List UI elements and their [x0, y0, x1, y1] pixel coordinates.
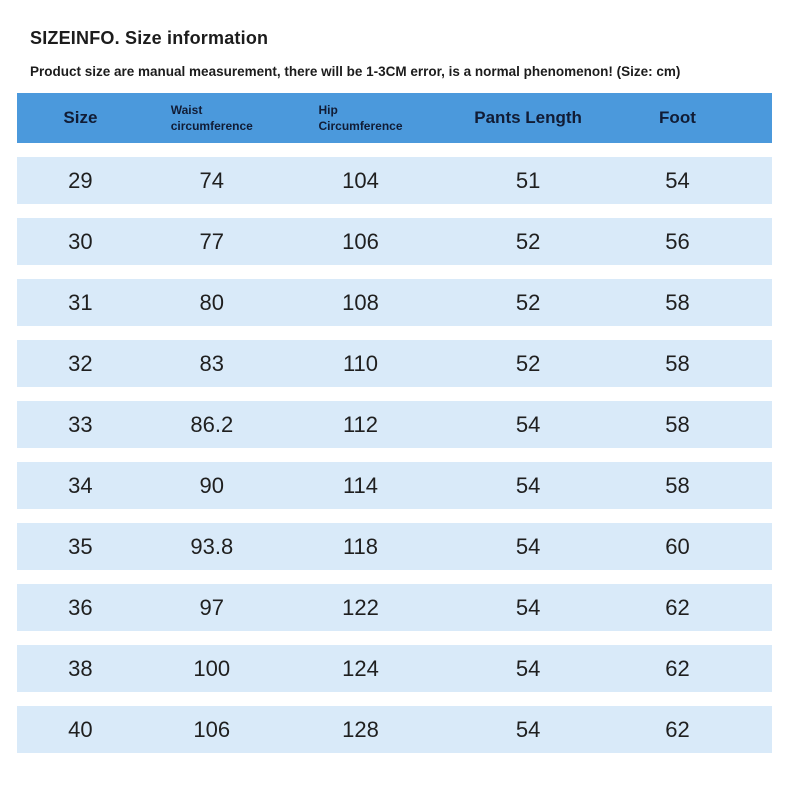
cell-size: 29: [17, 157, 144, 204]
table-row: 35 93.8 118 54 60: [17, 523, 772, 570]
cell-size: 36: [17, 584, 144, 631]
table-row: 38 100 124 54 62: [17, 645, 772, 692]
cell-waist: 106: [143, 706, 280, 753]
cell-pants-length: 52: [441, 279, 615, 326]
size-info-page: SIZEINFO. Size information Product size …: [0, 28, 790, 809]
cell-hip: 104: [279, 157, 442, 204]
cell-size: 34: [17, 462, 144, 509]
cell-pants-length: 54: [441, 584, 615, 631]
table-row: 30 77 106 52 56: [17, 218, 772, 265]
header-row: Size Waist circumference Hip Circumferen…: [17, 93, 772, 143]
cell-waist: 93.8: [143, 523, 280, 570]
table-row: 31 80 108 52 58: [17, 279, 772, 326]
cell-waist: 100: [143, 645, 280, 692]
cell-hip: 108: [279, 279, 442, 326]
table-row: 32 83 110 52 58: [17, 340, 772, 387]
cell-foot: 56: [614, 218, 772, 265]
cell-hip: 118: [279, 523, 442, 570]
cell-waist: 80: [143, 279, 280, 326]
cell-hip: 112: [279, 401, 442, 448]
cell-waist: 83: [143, 340, 280, 387]
header-waist-label: Waist circumference: [170, 102, 253, 133]
cell-foot: 58: [614, 401, 772, 448]
cell-pants-length: 54: [441, 645, 615, 692]
cell-foot: 58: [614, 279, 772, 326]
cell-size: 38: [17, 645, 144, 692]
cell-waist: 77: [143, 218, 280, 265]
cell-foot: 62: [614, 706, 772, 753]
cell-hip: 122: [279, 584, 442, 631]
cell-foot: 62: [614, 584, 772, 631]
page-title: SIZEINFO. Size information: [30, 28, 269, 48]
cell-waist: 86.2: [143, 401, 280, 448]
cell-size: 30: [17, 218, 144, 265]
header-foot: Foot: [614, 93, 772, 143]
header-size: Size: [17, 93, 144, 143]
table-row: 29 74 104 51 54: [17, 157, 772, 204]
cell-pants-length: 52: [441, 340, 615, 387]
cell-size: 32: [17, 340, 144, 387]
cell-pants-length: 54: [441, 401, 615, 448]
size-table-body: 29 74 104 51 54 30 77 106 52 56 31 80 10…: [17, 157, 772, 753]
size-table-header: Size Waist circumference Hip Circumferen…: [17, 93, 772, 143]
header-hip-label: Hip Circumference: [318, 102, 403, 133]
cell-waist: 97: [143, 584, 280, 631]
header-hip-circumference: Hip Circumference: [279, 93, 442, 143]
cell-hip: 128: [279, 706, 442, 753]
table-row: 34 90 114 54 58: [17, 462, 772, 509]
cell-pants-length: 51: [441, 157, 615, 204]
cell-hip: 106: [279, 218, 442, 265]
cell-size: 31: [17, 279, 144, 326]
size-table: Size Waist circumference Hip Circumferen…: [17, 79, 772, 767]
cell-foot: 60: [614, 523, 772, 570]
cell-pants-length: 54: [441, 523, 615, 570]
cell-size: 33: [17, 401, 144, 448]
cell-foot: 62: [614, 645, 772, 692]
cell-foot: 54: [614, 157, 772, 204]
measurement-disclaimer: Product size are manual measurement, the…: [30, 64, 681, 79]
cell-waist: 90: [143, 462, 280, 509]
cell-hip: 114: [279, 462, 442, 509]
cell-pants-length: 54: [441, 462, 615, 509]
cell-hip: 124: [279, 645, 442, 692]
cell-pants-length: 54: [441, 706, 615, 753]
cell-size: 35: [17, 523, 144, 570]
table-row: 36 97 122 54 62: [17, 584, 772, 631]
header-pants-length: Pants Length: [441, 93, 615, 143]
table-row: 33 86.2 112 54 58: [17, 401, 772, 448]
cell-size: 40: [17, 706, 144, 753]
header-waist-circumference: Waist circumference: [143, 93, 280, 143]
cell-foot: 58: [614, 340, 772, 387]
cell-hip: 110: [279, 340, 442, 387]
table-row: 40 106 128 54 62: [17, 706, 772, 753]
cell-pants-length: 52: [441, 218, 615, 265]
cell-waist: 74: [143, 157, 280, 204]
cell-foot: 58: [614, 462, 772, 509]
